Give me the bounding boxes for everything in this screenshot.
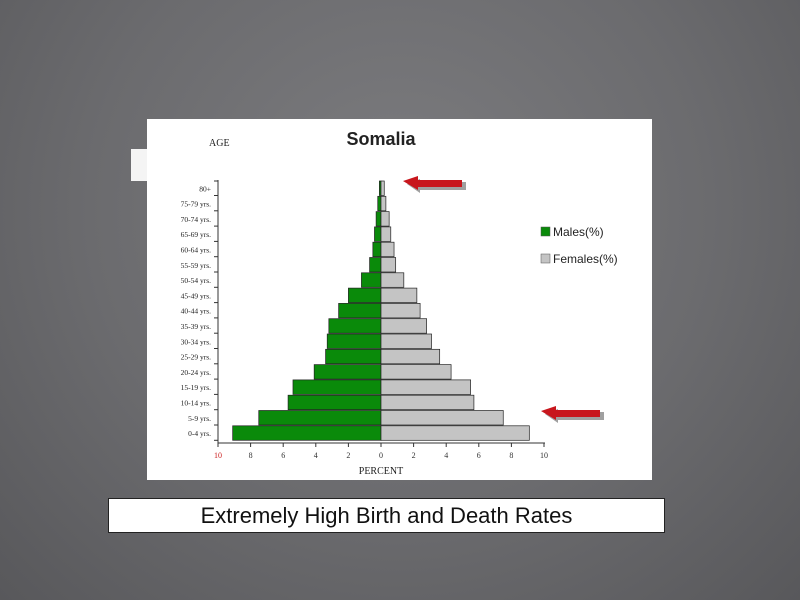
labels-layer: 80+ 75-79 yrs. 70-74 yrs. 65-69 yrs. 60-64 y… (181, 184, 548, 460)
x-tick-label: 4 (314, 451, 318, 460)
bar-female (380, 379, 472, 395)
x-tick-label: 2 (346, 451, 350, 460)
legend-swatch-female (540, 253, 551, 264)
slide-tab (131, 149, 151, 181)
chart-title: Somalia (346, 129, 416, 149)
age-group-label: 75-79 yrs. (181, 200, 212, 209)
bar-female (380, 257, 397, 273)
bar-male (361, 272, 382, 288)
bar-male (369, 257, 382, 273)
bar-female (380, 195, 387, 212)
age-group-label: 45-49 yrs. (181, 291, 212, 300)
bar-male (338, 303, 382, 319)
bar-female (380, 333, 432, 349)
age-group-label: 55-59 yrs. (181, 261, 212, 270)
bar-male (292, 379, 382, 395)
bar-female (380, 303, 421, 319)
y-axis-label: AGE (209, 138, 230, 149)
x-tick-label: 4 (444, 451, 448, 460)
bar-male (325, 348, 382, 365)
bar-female (380, 364, 452, 380)
age-group-label: 10-14 yrs. (181, 398, 212, 407)
x-tick-label: 0 (379, 451, 383, 460)
legend-label-male: Males(%) (553, 225, 604, 239)
age-group-label: 30-34 yrs. (181, 337, 212, 346)
bar-male (374, 226, 382, 242)
x-axis-label: PERCENT (359, 466, 403, 477)
age-group-label: 20-24 yrs. (181, 368, 212, 377)
ticks-layer (214, 180, 545, 447)
x-tick-label: 10 (214, 451, 222, 460)
bar-female (380, 318, 427, 334)
bar-female (380, 226, 392, 242)
x-tick-label: 10 (540, 451, 548, 460)
age-group-label: 5-9 yrs. (188, 414, 211, 423)
legend-label-female: Females(%) (553, 252, 618, 266)
bar-female (380, 287, 418, 303)
legend-swatch-male (540, 226, 551, 237)
arrow-annotation-top (403, 176, 466, 193)
bars-layer (232, 180, 530, 441)
bar-male (328, 318, 382, 334)
bar-female (380, 211, 390, 227)
age-group-label: 35-39 yrs. (181, 322, 212, 331)
arrow-annotation-bottom (541, 406, 604, 423)
x-tick-label: 6 (281, 451, 285, 460)
bar-male (287, 394, 382, 411)
bar-female (380, 394, 475, 411)
bar-male (372, 241, 382, 258)
x-tick-label: 6 (477, 451, 481, 460)
age-group-label: 65-69 yrs. (181, 230, 212, 239)
bar-female (380, 410, 504, 426)
age-group-label: 15-19 yrs. (181, 383, 212, 392)
bar-male (258, 410, 382, 426)
bar-female (380, 180, 385, 196)
age-group-label: 70-74 yrs. (181, 215, 212, 224)
x-tick-label: 8 (509, 451, 513, 460)
bar-female (380, 348, 441, 365)
bar-female (380, 241, 395, 258)
bar-male (232, 425, 382, 441)
bar-female (380, 272, 405, 288)
slide-caption: Extremely High Birth and Death Rates (108, 498, 665, 533)
age-group-label: 0-4 yrs. (188, 429, 211, 438)
x-tick-label: 2 (412, 451, 416, 460)
bar-male (313, 364, 382, 380)
age-group-label: 80+ (199, 184, 211, 193)
age-group-label: 60-64 yrs. (181, 245, 212, 254)
bar-female (380, 425, 530, 441)
age-group-label: 25-29 yrs. (181, 353, 212, 362)
x-tick-label: 8 (249, 451, 253, 460)
bar-male (377, 195, 382, 212)
bar-male (326, 333, 382, 349)
age-group-label: 50-54 yrs. (181, 276, 212, 285)
bar-male (348, 287, 382, 303)
bar-male (375, 211, 382, 227)
age-group-label: 40-44 yrs. (181, 307, 212, 316)
